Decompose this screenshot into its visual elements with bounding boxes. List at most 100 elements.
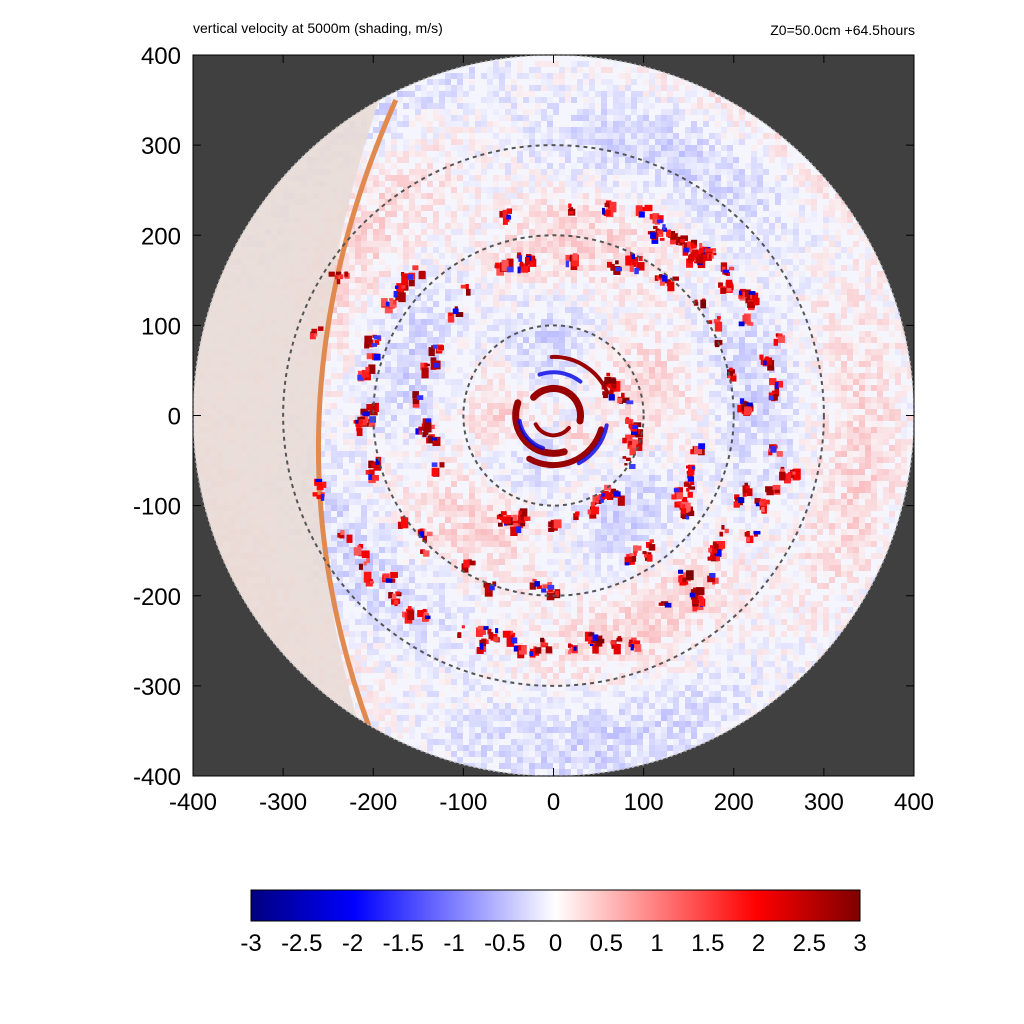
field-cell [571,73,577,79]
field-cell [385,523,391,529]
field-cell [439,181,445,187]
field-cell [481,163,487,169]
field-cell [625,79,631,85]
field-cell [487,391,493,397]
field-cell [481,283,487,289]
field-cell [325,529,331,535]
field-cell [427,169,433,175]
field-cell [385,169,391,175]
field-cell [607,637,613,643]
field-cell [595,133,601,139]
field-cell [439,703,445,709]
field-cell [535,211,541,217]
field-cell [487,205,493,211]
field-cell [601,169,607,175]
field-cell [529,157,535,163]
field-cell [511,295,517,301]
field-cell [403,439,409,445]
field-cell [421,649,427,655]
field-cell [361,685,367,691]
field-cell [559,163,565,169]
field-cell [523,523,529,529]
field-cell [577,649,583,655]
field-cell [439,679,445,685]
field-cell [547,199,553,205]
field-cell [493,151,499,157]
field-cell [499,715,505,721]
field-cell [403,703,409,709]
field-cell [469,631,475,637]
field-cell [595,217,601,223]
field-cell [397,715,403,721]
field-cell [565,571,571,577]
field-cell [583,229,589,235]
field-cell [607,607,613,613]
field-cell [559,631,565,637]
field-cell [439,451,445,457]
field-cell [559,727,565,733]
field-cell [619,517,625,523]
field-cell [553,559,559,565]
field-cell [511,193,517,199]
field-cell [505,283,511,289]
field-cell [577,133,583,139]
field-cell [457,391,463,397]
field-cell [547,301,553,307]
field-cell [517,607,523,613]
field-cell [601,325,607,331]
field-cell [589,319,595,325]
field-cell [589,343,595,349]
field-cell [583,565,589,571]
field-cell [517,553,523,559]
field-cell [589,181,595,187]
field-cell [535,253,541,259]
field-cell [367,667,373,673]
field-cell [445,379,451,385]
field-cell [397,631,403,637]
field-cell [511,355,517,361]
field-cell [367,283,373,289]
field-cell [481,559,487,565]
field-cell [505,385,511,391]
field-cell [529,271,535,277]
field-cell [577,583,583,589]
field-cell [397,175,403,181]
field-cell [607,133,613,139]
field-cell [499,577,505,583]
field-cell [571,739,577,745]
field-cell [349,565,355,571]
field-cell [451,391,457,397]
field-cell [565,559,571,565]
field-cell [535,475,541,481]
field-cell [433,547,439,553]
field-cell [343,511,349,517]
field-cell [547,241,553,247]
field-cell [481,145,487,151]
field-cell [601,607,607,613]
field-cell [391,367,397,373]
field-cell [433,739,439,745]
field-cell [487,511,493,517]
field-cell [559,415,565,421]
field-cell [463,673,469,679]
field-cell [445,223,451,229]
field-cell [541,283,547,289]
field-cell [547,223,553,229]
field-cell [613,763,619,769]
field-cell [619,673,625,679]
field-cell [547,73,553,79]
field-cell [613,517,619,523]
field-cell [583,721,589,727]
field-cell [589,265,595,271]
field-cell [559,697,565,703]
field-cell [619,679,625,685]
field-cell [535,571,541,577]
field-cell [421,631,427,637]
field-cell [577,175,583,181]
field-cell [535,523,541,529]
field-cell [475,109,481,115]
field-cell [397,151,403,157]
field-cell [499,631,505,637]
field-cell [493,493,499,499]
field-cell [601,319,607,325]
